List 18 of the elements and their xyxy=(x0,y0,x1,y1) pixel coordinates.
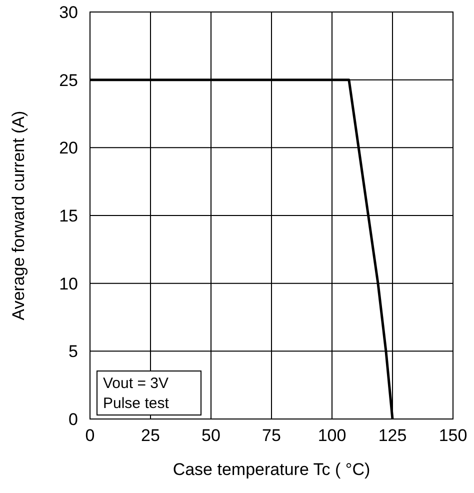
y-tick-label: 25 xyxy=(59,70,78,90)
x-tick-label: 150 xyxy=(438,426,468,445)
x-tick-label: 25 xyxy=(141,426,160,445)
x-tick-label: 125 xyxy=(378,426,407,445)
x-axis-title: Case temperature Tc ( °C) xyxy=(172,460,370,479)
y-tick-label: 30 xyxy=(59,3,78,22)
annotation: Pulse test xyxy=(103,395,170,412)
y-tick-label: 0 xyxy=(68,410,78,429)
x-tick-label: 50 xyxy=(202,426,220,445)
y-axis-title: Average forward current (A) xyxy=(9,110,28,320)
y-tick-label: 10 xyxy=(59,274,78,294)
x-tick-label: 100 xyxy=(318,426,346,445)
annotation: Vout = 3V xyxy=(103,375,168,392)
y-tick-label: 5 xyxy=(68,342,78,362)
x-tick-label: 0 xyxy=(85,426,95,445)
x-tick-label: 75 xyxy=(262,426,281,445)
y-tick-label: 20 xyxy=(59,138,78,158)
y-tick-label: 15 xyxy=(59,206,78,226)
